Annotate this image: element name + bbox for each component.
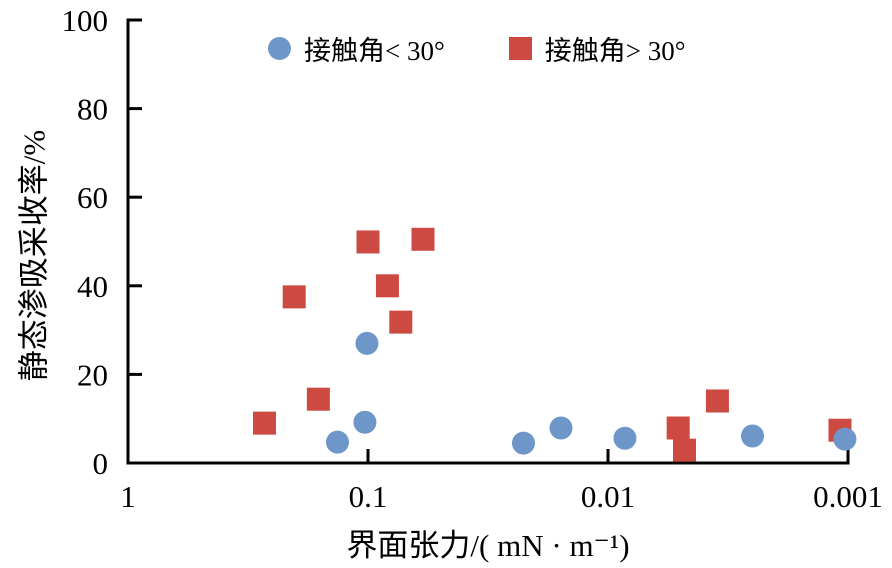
data-point-square [389, 310, 413, 334]
data-point-circle [511, 431, 535, 455]
legend: 接触角< 30° 接触角> 30° [268, 29, 686, 68]
x-axis-title: 界面张力/( mN · m⁻¹) [346, 528, 630, 563]
x-tick-label: 0.1 [349, 479, 388, 514]
data-point-circle [325, 430, 349, 454]
x-tick-label: 1 [120, 479, 136, 514]
data-point-square [411, 227, 435, 251]
legend-item-gt30: 接触角> 30° [508, 29, 686, 68]
circle-marker-icon [268, 37, 291, 60]
data-point-circle [353, 410, 377, 434]
legend-label-gt30: 接触角> 30° [544, 36, 686, 66]
square-marker-icon [508, 37, 532, 60]
data-point-square [356, 230, 380, 254]
data-point-circle [549, 416, 573, 440]
data-point-square [375, 274, 399, 298]
data-point-square [705, 389, 729, 413]
data-point-square [666, 416, 690, 440]
legend-item-lt30: 接触角< 30° [268, 29, 445, 68]
data-point-circle [833, 427, 857, 451]
y-tick-label: 80 [77, 92, 108, 127]
data-point-square [252, 411, 276, 435]
y-tick-label: 60 [77, 180, 108, 215]
data-point-circle [613, 426, 637, 450]
x-tick-label: 0.001 [813, 479, 883, 514]
data-point-square [673, 438, 697, 462]
y-tick-label: 100 [62, 3, 109, 38]
data-point-circle [355, 331, 379, 355]
x-tick-label: 0.01 [581, 479, 635, 514]
y-axis-title: 静态渗吸采收率/% [16, 129, 52, 382]
y-tick-label: 20 [77, 357, 108, 392]
legend-label-lt30: 接触角< 30° [304, 36, 445, 66]
data-point-square [282, 285, 306, 309]
data-point-square [306, 387, 330, 411]
axis-spine [126, 18, 850, 465]
y-tick-label: 40 [77, 269, 108, 304]
data-point-circle [740, 424, 764, 448]
y-tick-label: 0 [93, 446, 109, 481]
